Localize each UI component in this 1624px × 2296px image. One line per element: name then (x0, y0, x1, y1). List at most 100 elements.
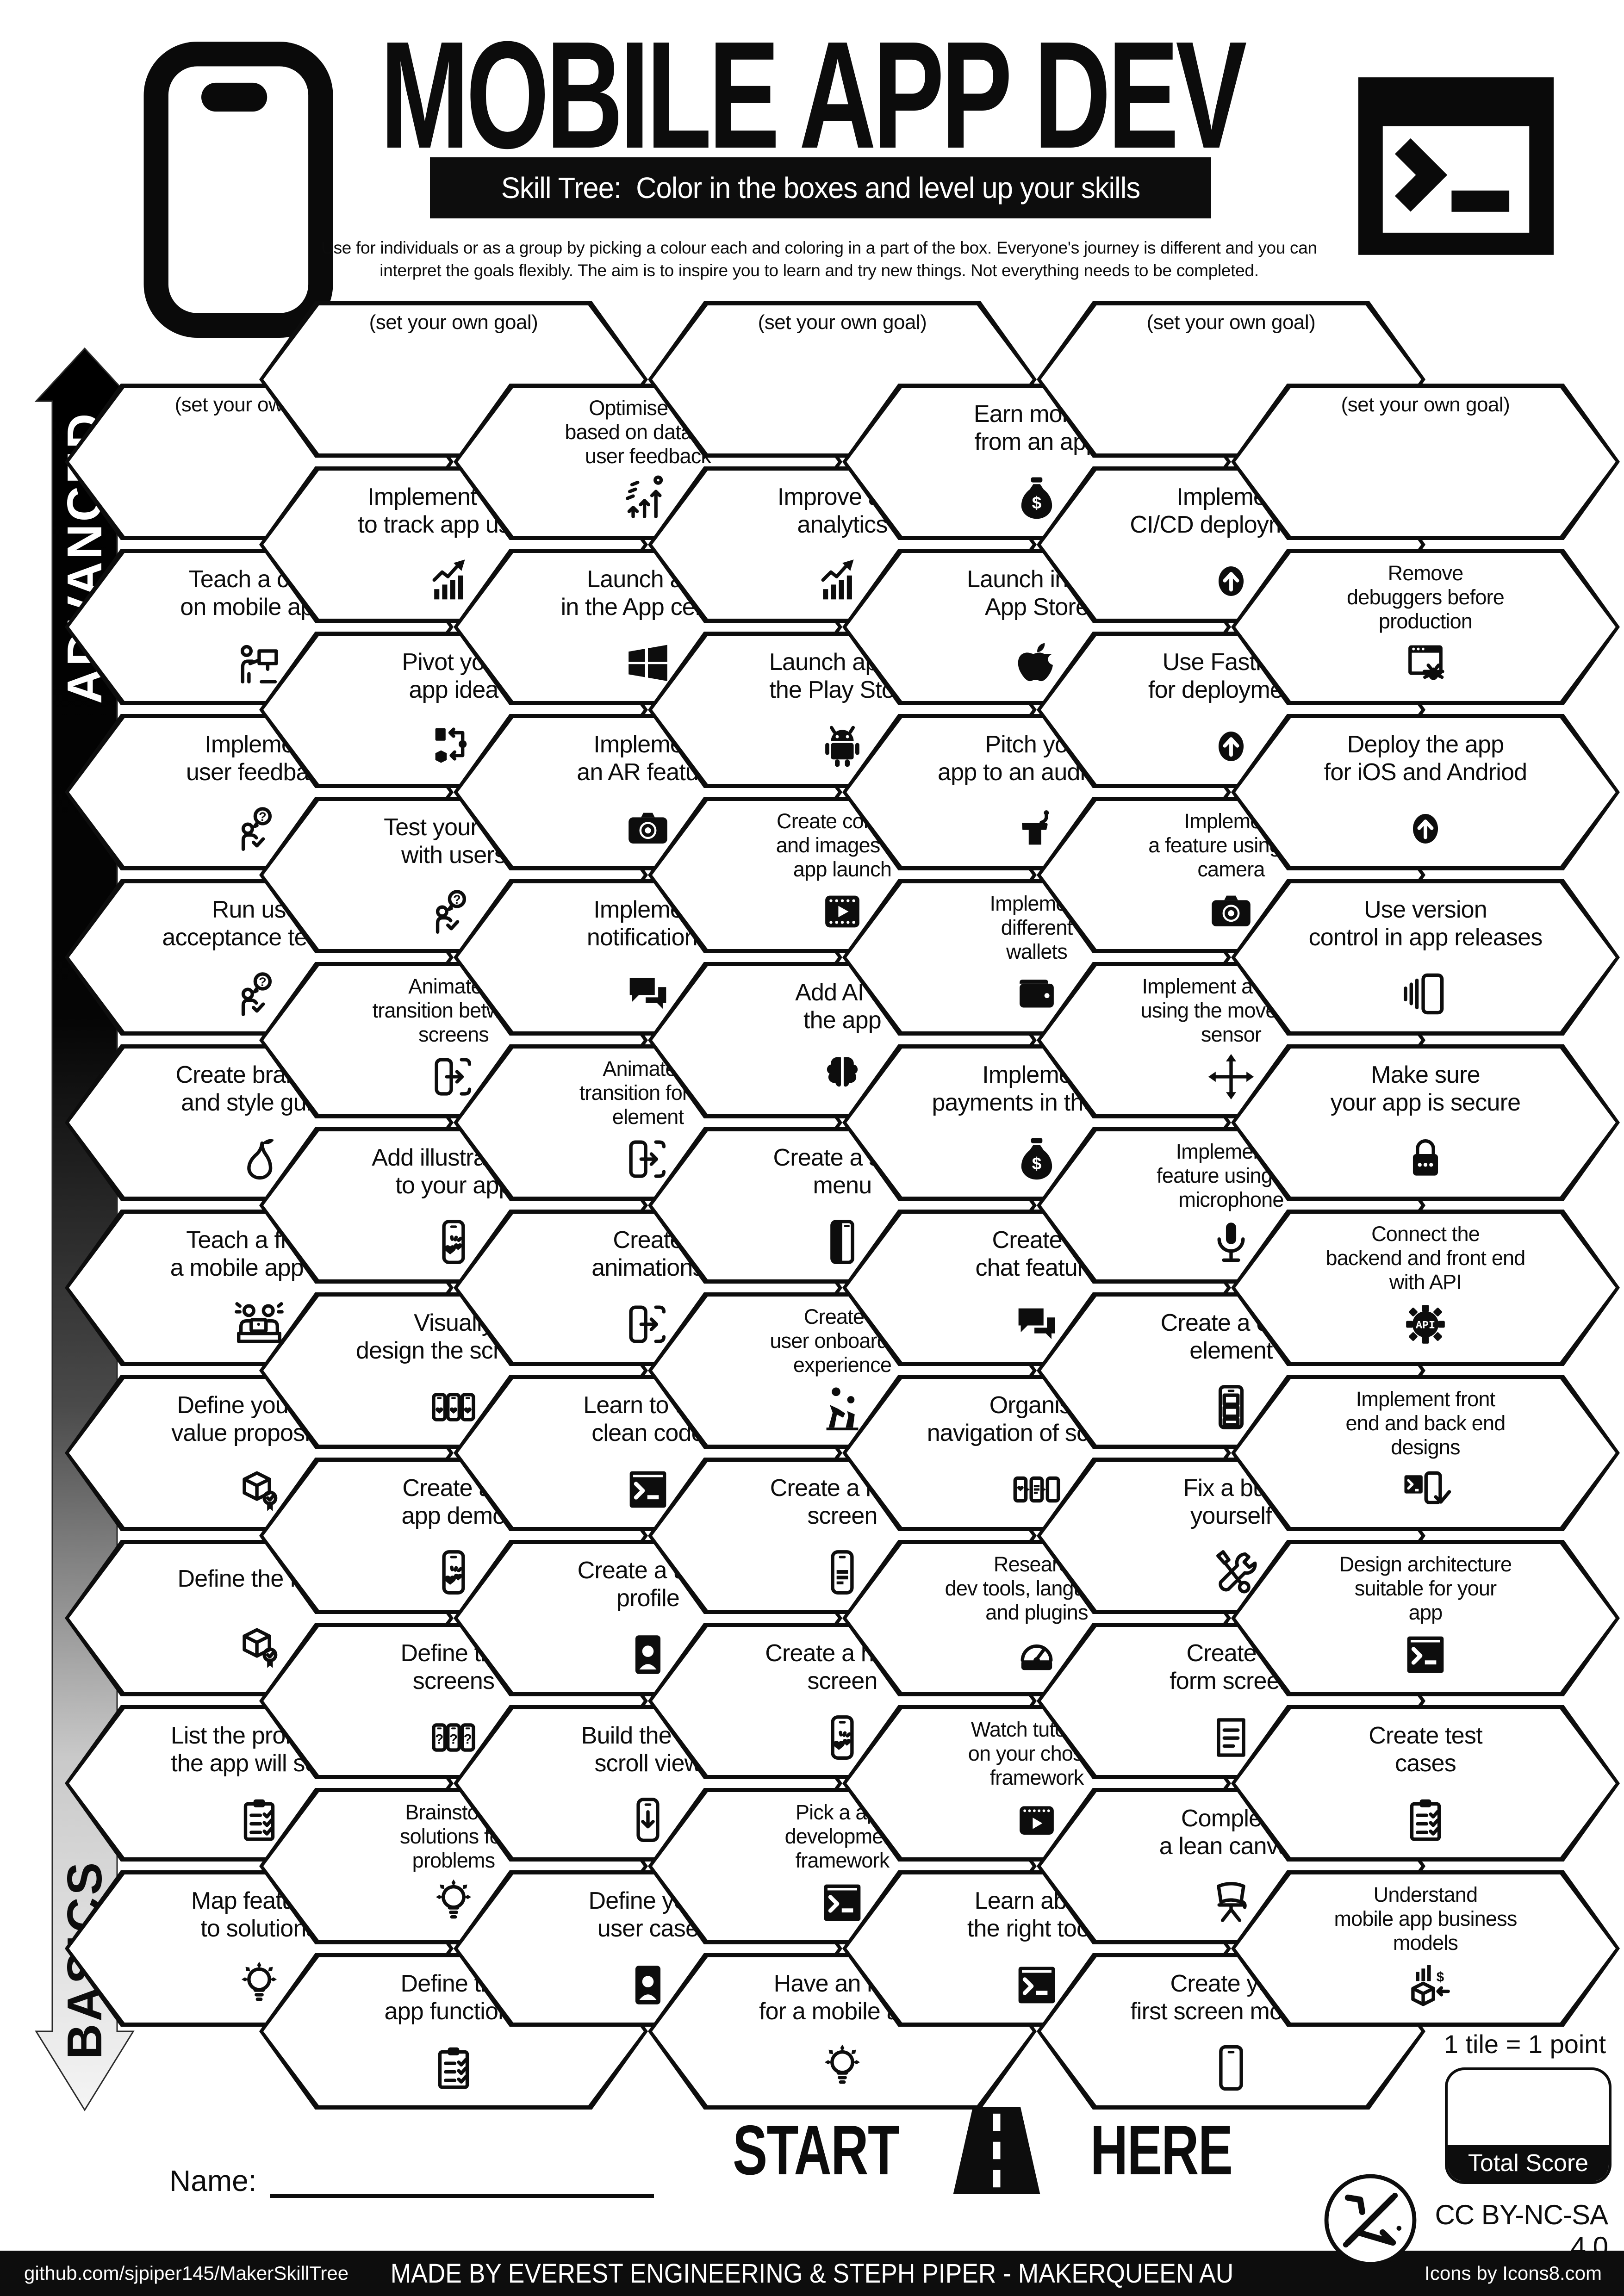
instructions-line2: interpret the goals flexibly. The aim is… (380, 261, 1259, 280)
smartphone-icon (143, 42, 333, 338)
hex-research-dev-tools-languages-and-plugi[interactable]: Research dev tools, languages and plugin… (842, 1540, 1231, 1696)
money-bag-icon (1009, 1132, 1064, 1186)
hex-create-test-cases[interactable]: Create test cases (1231, 1705, 1620, 1862)
front-back-check-icon (1398, 1462, 1453, 1517)
chat-bubbles-icon (1009, 1297, 1064, 1352)
terminal-icon (621, 1462, 675, 1517)
hex-face: (set your own goal) (1235, 388, 1616, 536)
here-label: HERE (1090, 2111, 1233, 2190)
gauge-icon (1009, 1627, 1064, 1682)
hex-set-your-own-goal[interactable]: (set your own goal) (1231, 384, 1620, 540)
hex-label: Create a side menu (773, 1144, 912, 1199)
phone-mockup-icon (1204, 2041, 1258, 2095)
hex-deploy-the-app-for-ios-and-andriod[interactable]: Deploy the app for iOS and Andriod (1231, 714, 1620, 870)
subtitle-bar: Skill Tree: Color in the boxes and level… (430, 157, 1211, 218)
name-input-line[interactable] (269, 2162, 654, 2198)
name-label: Name: (169, 2164, 257, 2197)
hex-implement-front-end-and-back-end-desig[interactable]: Implement front end and back end designs (1231, 1375, 1620, 1531)
terminal-icon (1009, 1958, 1064, 2012)
lightbulb-icon (232, 1958, 286, 2012)
hex-face: Use version control in app releases (1235, 883, 1616, 1031)
footer-icons-credit: Icons by Icons8.com (1425, 2262, 1602, 2284)
hex-face: Brainstorm solutions for problems (263, 1792, 644, 1940)
hex-face: Understand mobile app business models (1235, 1874, 1616, 2023)
hex-face: Create test cases (1235, 1709, 1616, 1857)
clipboard-check-icon (426, 2041, 481, 2095)
hex-label: Remove debuggers before production (1347, 561, 1505, 633)
maker-tools-logo (1321, 2171, 1419, 2269)
hex-launch-app-in-the-play-store[interactable]: Launch app in the Play Store (648, 632, 1037, 788)
hex-label: Design architecture suitable for your ap… (1339, 1552, 1512, 1624)
debug-window-icon (1398, 636, 1453, 691)
hex-label: Fix a bug yourself (1183, 1475, 1280, 1529)
camera-icon (621, 801, 675, 856)
phone-transition-icon (621, 1297, 675, 1352)
hex-label: (set your own goal) (1146, 311, 1316, 334)
page-title: MOBILE APP DEV (380, 9, 1247, 180)
apple-logo-icon (1009, 636, 1064, 691)
padlock-icon (1398, 1132, 1453, 1186)
terminal-icon (1398, 1627, 1453, 1682)
hex-remove-debuggers-before-production[interactable]: Remove debuggers before production (1231, 549, 1620, 705)
version-layers-icon (1398, 967, 1453, 1021)
hex-label: Deploy the app for iOS and Andriod (1324, 731, 1527, 786)
start-label: START (733, 2111, 900, 2190)
hex-face: Deploy the app for iOS and Andriod (1235, 718, 1616, 866)
hex-face: Make sure your app is secure (1235, 1049, 1616, 1197)
hex-label: Create animations (591, 1227, 704, 1281)
hex-label: Make sure your app is secure (1330, 1061, 1521, 1116)
hex-set-your-own-goal[interactable]: (set your own goal) (648, 301, 1037, 458)
hex-label: (set your own goal) (369, 311, 538, 334)
pear-icon (232, 1132, 286, 1186)
hex-label: Create test cases (1369, 1722, 1482, 1777)
video-tutorial-icon (1009, 1793, 1064, 1847)
hex-use-version-control-in-app-releases[interactable]: Use version control in app releases (1231, 879, 1620, 1036)
hex-face: Design architecture suitable for your ap… (1235, 1544, 1616, 1692)
start-here-marker: START HERE (703, 2096, 1257, 2205)
money-bag-icon (1009, 471, 1064, 526)
hex-face: Remove debuggers before production (1235, 553, 1616, 701)
hex-implement-a-feature-using-the-movement[interactable]: Implement a feature using the movement s… (1037, 962, 1425, 1118)
hex-define-the-screens[interactable]: Define the screens (259, 1623, 648, 1779)
clipboard-check-icon (232, 1793, 286, 1847)
user-card-icon (621, 1627, 675, 1682)
instructions: Use for individuals or as a group by pic… (278, 237, 1361, 282)
hex-connect-the-backend-and-front-end-with[interactable]: Connect the backend and front end with A… (1231, 1210, 1620, 1366)
people-laptop-icon (232, 1297, 286, 1352)
user-card-icon (621, 1958, 675, 2012)
hex-label: Implement front end and back end designs (1345, 1387, 1506, 1459)
hex-make-sure-your-app-is-secure[interactable]: Make sure your app is secure (1231, 1044, 1620, 1201)
score-write-area[interactable] (1448, 2070, 1609, 2145)
total-score-label: Total Score (1448, 2145, 1609, 2181)
hex-label: (set your own goal) (758, 311, 927, 334)
name-field: Name: (169, 2162, 654, 2198)
upload-circle-icon (1398, 801, 1453, 856)
business-model-icon (1398, 1958, 1453, 2012)
screen-navigation-icon (1009, 1462, 1064, 1517)
hex-understand-mobile-app-business-models[interactable]: Understand mobile app business models (1231, 1870, 1620, 2027)
tile-point-note: 1 tile = 1 point (1444, 2029, 1606, 2059)
phone-transition-icon (621, 1132, 675, 1186)
hex-design-architecture-suitable-for-your-[interactable]: Design architecture suitable for your ap… (1231, 1540, 1620, 1696)
chat-bubbles-icon (621, 967, 675, 1021)
hex-face: Implement different wallets (846, 883, 1227, 1031)
terminal-icon (1358, 77, 1554, 255)
hex-face: Connect the backend and front end with A… (1235, 1214, 1616, 1362)
lightbulb-icon (815, 2041, 870, 2095)
hex-label: Connect the backend and front end with A… (1325, 1222, 1525, 1294)
person-question-icon (232, 801, 286, 856)
rising-arrows-icon (621, 471, 675, 526)
podium-icon (1009, 801, 1064, 856)
api-gear-icon (1398, 1297, 1453, 1352)
phone-scroll-icon (621, 1793, 675, 1847)
road-icon (945, 2096, 1049, 2205)
hex-set-your-own-goal[interactable]: (set your own goal) (1037, 301, 1425, 458)
box-badge-icon (232, 1619, 286, 1674)
hex-face: Implement front end and back end designs (1235, 1379, 1616, 1527)
person-question-icon (232, 967, 286, 1021)
footer-repo-link: github.com/sjpiper145/MakerSkillTree (24, 2262, 349, 2284)
total-score-card: Total Score (1445, 2067, 1612, 2184)
wallet-icon (1009, 967, 1064, 1021)
hex-label: (set your own goal) (1341, 393, 1510, 416)
